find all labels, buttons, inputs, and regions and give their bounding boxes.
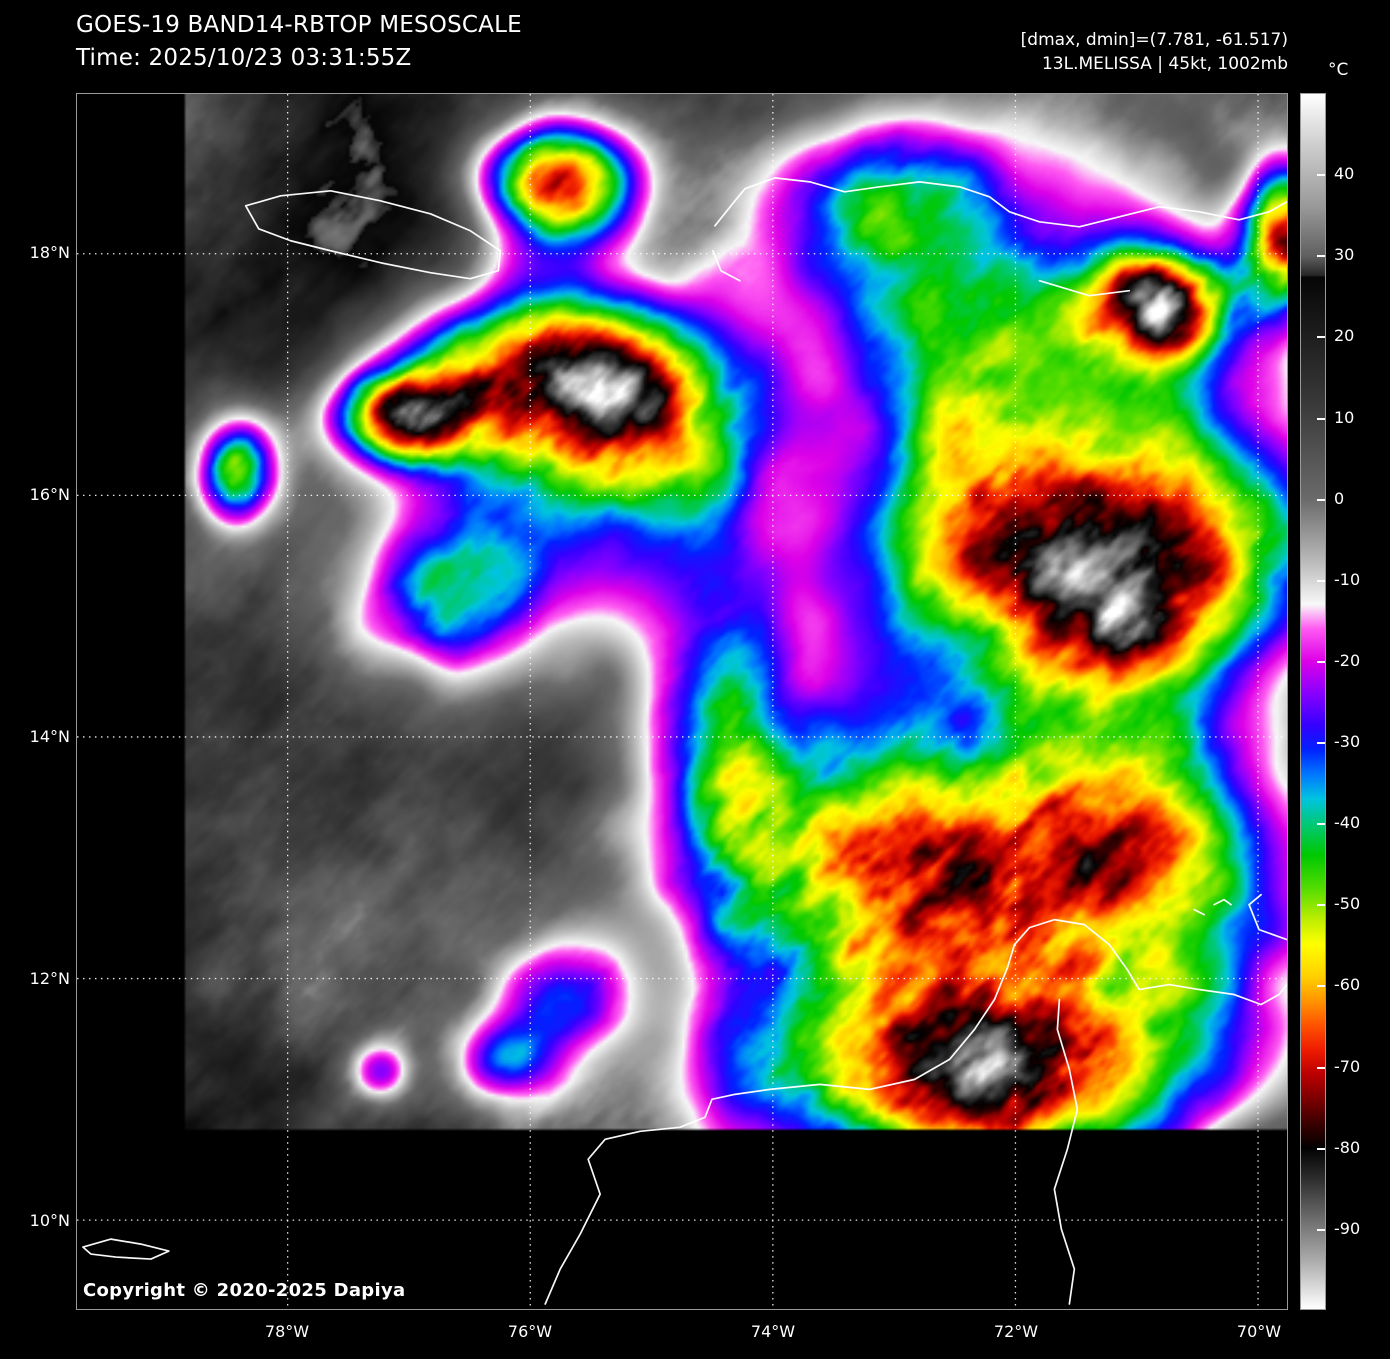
- latitude-label: 14°N: [29, 727, 70, 746]
- colorbar-tick: [1317, 255, 1325, 258]
- colorbar: [1300, 93, 1326, 1310]
- colorbar-labels: 40 30 20 10 0 -10 -20 -30 -40 -50 -60 -70 -80 -90: [1334, 93, 1388, 1310]
- colorbar-tick-label: -40: [1334, 813, 1361, 833]
- colorbar-tick-label: -20: [1334, 650, 1361, 670]
- coastline: [1038, 279, 1131, 297]
- longitude-label: 74°W: [750, 1322, 796, 1341]
- coastline: [1053, 998, 1079, 1305]
- colorbar-tick: [1317, 336, 1325, 339]
- coastline: [82, 1238, 170, 1260]
- colorbar-tick-label: 0: [1334, 488, 1345, 508]
- longitude-label: 70°W: [1236, 1322, 1282, 1341]
- colorbar-tick-label: 20: [1334, 326, 1355, 346]
- coastline: [1213, 898, 1232, 906]
- colorbar-tick: [1317, 417, 1325, 420]
- colorbar-tick-label: -90: [1334, 1218, 1361, 1238]
- latitude-axis: 18°N 16°N 14°N 12°N 10°N: [0, 0, 70, 1359]
- image-timestamp: Time: 2025/10/23 03:31:55Z: [76, 45, 412, 71]
- colorbar-tick: [1317, 660, 1325, 663]
- coastline: [712, 249, 741, 282]
- colorbar-tick-label: -50: [1334, 894, 1361, 914]
- latitude-label: 12°N: [29, 969, 70, 988]
- colorbar-tick: [1317, 742, 1325, 745]
- colorbar-tick: [1317, 904, 1325, 907]
- longitude-label: 72°W: [993, 1322, 1039, 1341]
- coastline: [1248, 893, 1287, 941]
- colorbar-tick-label: -30: [1334, 732, 1361, 752]
- longitude-label: 76°W: [507, 1322, 553, 1341]
- colorbar-tick: [1317, 174, 1325, 177]
- map-overlay: [77, 94, 1287, 1309]
- coastline: [544, 918, 1287, 1305]
- colorbar-tick-label: -80: [1334, 1137, 1361, 1157]
- image-title: GOES-19 BAND14-RBTOP MESOSCALE: [76, 12, 522, 38]
- colorbar-tick-label: -70: [1334, 1056, 1361, 1076]
- colorbar-tick: [1317, 823, 1325, 826]
- colorbar-tick: [1317, 985, 1325, 988]
- latitude-label: 16°N: [29, 485, 70, 504]
- colorbar-tick-label: 40: [1334, 164, 1355, 184]
- latitude-label: 10°N: [29, 1211, 70, 1230]
- colorbar-tick-label: 30: [1334, 245, 1355, 265]
- satellite-map: Copyright © 2020-2025 Dapiya: [76, 93, 1288, 1310]
- colorbar-tick-label: -10: [1334, 569, 1361, 589]
- colorbar-tick: [1317, 1066, 1325, 1069]
- colorbar-tick: [1317, 498, 1325, 501]
- colorbar-gradient: [1301, 94, 1325, 1309]
- longitude-label: 78°W: [264, 1322, 310, 1341]
- coastline: [1193, 908, 1205, 916]
- storm-info: 13L.MELISSA | 45kt, 1002mb: [1041, 54, 1288, 74]
- colorbar-tick: [1317, 579, 1325, 582]
- dmax-dmin-readout: [dmax, dmin]=(7.781, -61.517): [1020, 30, 1288, 50]
- latitude-label: 18°N: [29, 243, 70, 262]
- colorbar-unit: °C: [1328, 60, 1349, 80]
- coastline: [244, 189, 502, 280]
- copyright-label: Copyright © 2020-2025 Dapiya: [83, 1280, 406, 1301]
- colorbar-tick: [1317, 1147, 1325, 1150]
- colorbar-tick-label: -60: [1334, 975, 1361, 995]
- satellite-imagery-canvas: [77, 94, 1287, 1309]
- colorbar-tick: [1317, 1228, 1325, 1231]
- colorbar-tick-label: 10: [1334, 407, 1355, 427]
- coastline: [714, 177, 1287, 228]
- colorbar-ticks: [1301, 94, 1325, 1309]
